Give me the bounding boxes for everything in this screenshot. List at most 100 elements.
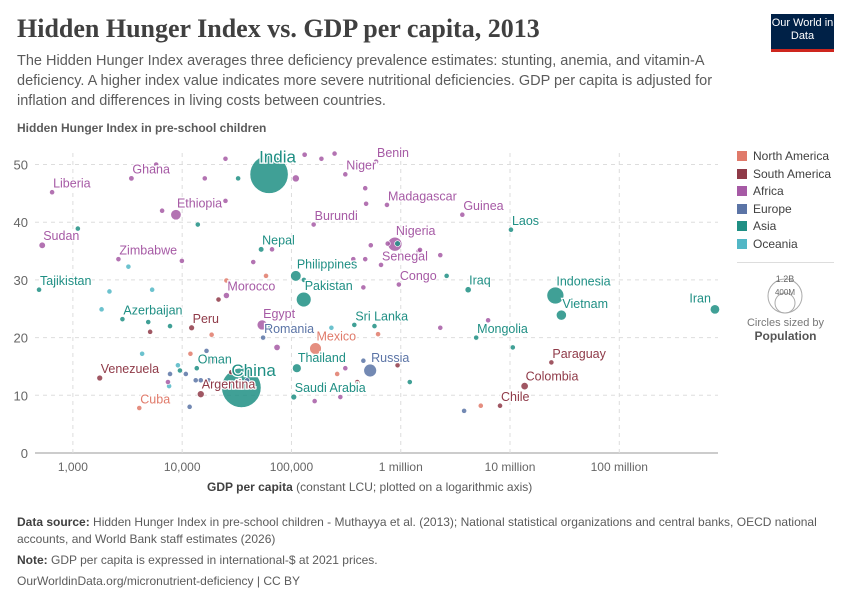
data-point[interactable] <box>201 175 208 182</box>
data-point-sudan[interactable] <box>38 241 46 249</box>
data-point-morocco[interactable] <box>223 292 230 299</box>
legend-item-oceania[interactable]: Oceania <box>737 237 798 251</box>
data-point-zimbabwe[interactable] <box>115 256 122 263</box>
data-point[interactable] <box>461 407 468 414</box>
data-point[interactable] <box>334 371 341 377</box>
data-point-sri-lanka[interactable] <box>351 322 358 328</box>
data-point-peru[interactable] <box>188 324 195 332</box>
data-point[interactable] <box>74 225 81 232</box>
data-point-egypt[interactable] <box>256 319 268 331</box>
data-point[interactable] <box>139 350 146 357</box>
data-point[interactable] <box>223 277 230 284</box>
data-point[interactable] <box>406 379 413 385</box>
legend-item-south-america[interactable]: South America <box>737 167 831 181</box>
data-point[interactable] <box>269 246 275 253</box>
data-point[interactable] <box>337 394 344 400</box>
legend-item-north-america[interactable]: North America <box>737 149 829 163</box>
data-point-paraguay[interactable] <box>548 359 555 366</box>
data-point[interactable] <box>167 371 173 377</box>
data-point[interactable] <box>362 185 369 192</box>
data-point[interactable] <box>145 319 152 325</box>
legend-item-europe[interactable]: Europe <box>737 202 792 216</box>
data-point[interactable] <box>394 240 401 247</box>
data-point-russia[interactable] <box>363 363 377 378</box>
data-point[interactable] <box>301 151 308 158</box>
data-point[interactable] <box>267 324 273 331</box>
data-point-indonesia[interactable] <box>546 286 565 305</box>
data-point-iraq[interactable] <box>464 286 472 294</box>
data-point-azerbaijan[interactable] <box>119 316 126 323</box>
data-point[interactable] <box>175 362 181 369</box>
data-point[interactable] <box>207 356 217 366</box>
data-point[interactable] <box>106 288 113 295</box>
data-point-burundi[interactable] <box>310 221 317 228</box>
data-point-senegal[interactable] <box>378 262 384 268</box>
data-point[interactable] <box>375 331 381 338</box>
data-point[interactable] <box>477 402 484 409</box>
data-point[interactable] <box>360 357 367 364</box>
data-point[interactable] <box>437 324 444 331</box>
data-point[interactable] <box>342 365 349 372</box>
data-point[interactable] <box>485 317 491 324</box>
data-point-mexico[interactable] <box>309 342 322 355</box>
data-point[interactable] <box>147 328 154 335</box>
data-point[interactable] <box>194 221 201 228</box>
legend-item-asia[interactable]: Asia <box>737 219 776 233</box>
data-point-mongolia[interactable] <box>473 334 480 341</box>
data-point[interactable] <box>331 150 338 157</box>
data-point[interactable] <box>222 155 229 162</box>
data-point[interactable] <box>167 323 173 329</box>
data-point[interactable] <box>235 175 242 182</box>
legend-item-africa[interactable]: Africa <box>737 184 784 198</box>
data-point-nepal[interactable] <box>258 246 265 253</box>
data-point[interactable] <box>186 403 193 410</box>
data-point[interactable] <box>203 347 210 354</box>
data-point[interactable] <box>215 296 222 303</box>
data-point[interactable] <box>394 362 401 369</box>
data-point-ethiopia[interactable] <box>170 209 182 221</box>
data-point[interactable] <box>250 259 257 265</box>
data-point-guinea[interactable] <box>459 211 466 218</box>
data-point[interactable] <box>149 286 156 293</box>
data-point[interactable] <box>417 247 423 253</box>
data-point[interactable] <box>384 240 391 247</box>
data-point[interactable] <box>182 371 189 377</box>
data-point[interactable] <box>273 343 281 351</box>
data-point-niger[interactable] <box>342 171 349 178</box>
data-point-madagascar[interactable] <box>384 202 390 208</box>
data-point[interactable] <box>362 256 369 263</box>
data-point-thailand[interactable] <box>292 363 302 373</box>
data-point[interactable] <box>437 252 444 259</box>
data-point[interactable] <box>244 377 251 384</box>
data-point[interactable] <box>509 344 516 351</box>
data-point-philippines[interactable] <box>290 270 302 282</box>
data-point[interactable] <box>360 284 367 291</box>
data-point[interactable] <box>177 367 183 374</box>
data-point-liberia[interactable] <box>49 189 55 196</box>
owid-logo[interactable]: Our World in Data <box>771 14 834 52</box>
data-point[interactable] <box>318 155 325 162</box>
data-point[interactable] <box>208 331 215 338</box>
data-point[interactable] <box>125 263 132 270</box>
data-point-laos[interactable] <box>508 226 514 233</box>
data-point[interactable] <box>443 272 450 279</box>
data-point[interactable] <box>98 306 105 313</box>
data-point[interactable] <box>350 256 357 263</box>
data-point[interactable] <box>228 369 235 376</box>
data-point-congo[interactable] <box>395 281 402 288</box>
data-point[interactable] <box>311 398 318 404</box>
data-point[interactable] <box>301 277 307 283</box>
data-point[interactable] <box>328 324 335 331</box>
data-point-saudi-arabia[interactable] <box>290 393 298 401</box>
data-point[interactable] <box>187 350 194 357</box>
data-point-ghana[interactable] <box>128 175 135 182</box>
data-point[interactable] <box>178 257 185 264</box>
data-point[interactable] <box>354 379 361 385</box>
data-point-tajikistan[interactable] <box>36 286 42 293</box>
data-point[interactable] <box>367 242 374 249</box>
data-point-argentina[interactable] <box>197 390 205 398</box>
data-point-romania[interactable] <box>260 334 266 341</box>
data-point-cuba[interactable] <box>136 405 143 411</box>
data-point-china[interactable] <box>221 367 262 408</box>
data-point[interactable] <box>153 161 160 168</box>
